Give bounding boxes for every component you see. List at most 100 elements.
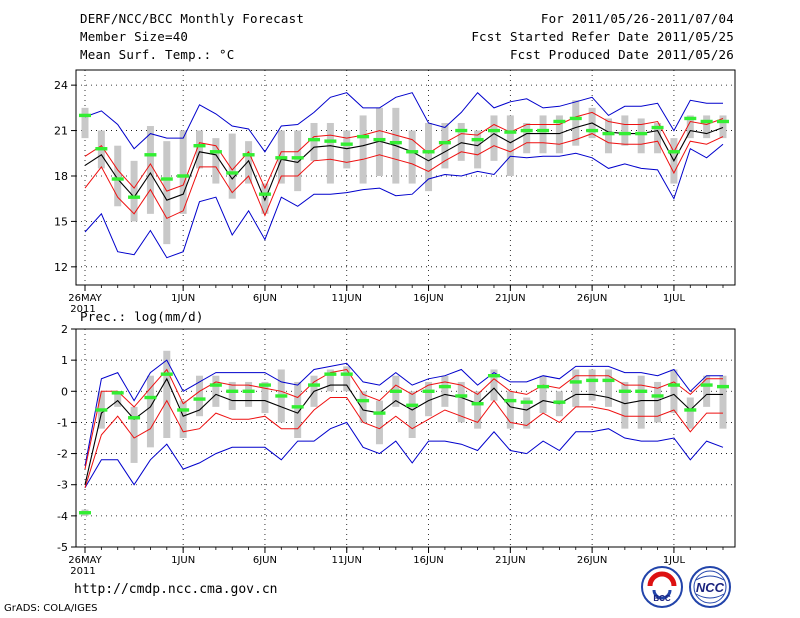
temp-box — [637, 118, 645, 154]
prec-xtick-label: 26JUN — [577, 555, 607, 566]
prec-box — [490, 369, 498, 401]
prec-box — [572, 369, 580, 407]
prec-marker — [537, 384, 550, 389]
temp-ytick-label: 21 — [54, 125, 68, 138]
prec-box — [686, 397, 694, 429]
prec-marker — [275, 394, 288, 398]
prec-marker — [635, 389, 648, 393]
prec-xtick-label: 21JUN — [495, 555, 525, 566]
temp-xtick-label: 1JUL — [663, 293, 686, 304]
prec-xtick-label: 1JUL — [663, 555, 686, 566]
temp-marker — [504, 130, 517, 134]
prec-box — [654, 381, 662, 423]
temp-marker — [520, 128, 533, 133]
prec-box — [425, 381, 433, 417]
prec-box — [245, 381, 253, 407]
prec-ytick-label: -5 — [57, 541, 68, 554]
temp-marker — [226, 171, 239, 175]
temp-marker — [144, 153, 157, 157]
temp-marker — [569, 116, 582, 121]
temp-marker — [160, 177, 173, 181]
temp-marker — [487, 128, 500, 133]
prec-marker — [389, 389, 402, 393]
prec-marker — [406, 403, 419, 407]
temp-box — [326, 122, 334, 184]
prec-marker — [717, 384, 729, 389]
prec-ytick-label: -1 — [57, 416, 68, 429]
temp-ytick-label: 24 — [54, 79, 68, 92]
prec-marker — [209, 383, 222, 387]
prec-box — [474, 391, 482, 429]
prec-box — [539, 375, 547, 414]
temp-marker — [95, 147, 108, 151]
temp-marker — [389, 140, 402, 145]
temp-box — [441, 122, 449, 169]
prec-marker — [422, 389, 435, 393]
temp-box — [146, 126, 154, 214]
temp-marker — [586, 128, 599, 133]
prec-box — [326, 369, 334, 392]
prec-box — [114, 391, 122, 407]
temp-marker — [79, 113, 91, 118]
temp-marker — [651, 125, 664, 130]
temp-marker — [209, 150, 222, 154]
prec-box — [637, 375, 645, 429]
temp-box — [114, 145, 122, 207]
temp-marker — [258, 192, 271, 196]
prec-marker — [95, 408, 108, 412]
temp-xtick-label: 26MAY — [68, 293, 102, 304]
prec-box — [179, 400, 187, 438]
temp-marker — [291, 156, 304, 160]
prec-upper-line — [84, 368, 723, 470]
prec-box — [212, 375, 220, 407]
temp-marker — [422, 150, 435, 154]
prec-marker — [128, 416, 141, 420]
prec-lower-line — [84, 397, 723, 488]
prec-box — [621, 381, 629, 429]
prec-marker — [373, 411, 386, 415]
prec-box — [408, 391, 416, 438]
prec-marker — [504, 398, 517, 403]
prec-box — [588, 369, 596, 401]
temp-box — [343, 130, 351, 169]
temp-box — [604, 118, 612, 154]
temp-marker — [700, 119, 713, 124]
temp-ytick-label: 12 — [54, 261, 68, 274]
temp-box — [228, 133, 236, 199]
temp-marker — [717, 119, 729, 124]
prec-xtick-label: 11JUN — [332, 555, 362, 566]
temp-min-line — [84, 143, 724, 259]
prec-max-line — [84, 359, 723, 467]
temp-box — [686, 115, 694, 139]
prec-marker — [324, 372, 337, 376]
member-size-label: Member Size=40 — [80, 29, 189, 44]
prec-frame — [75, 328, 736, 548]
prec-marker — [193, 397, 206, 401]
source-url[interactable]: http://cmdp.ncc.cma.gov.cn — [74, 582, 278, 597]
prec-marker — [438, 384, 451, 389]
temp-box — [425, 122, 433, 192]
prec-box — [196, 375, 204, 417]
prec-marker — [700, 383, 713, 387]
prec-xtick-label: 6JUN — [253, 555, 277, 566]
temp-marker — [111, 177, 124, 181]
temp-marker — [667, 150, 680, 154]
prec-marker — [79, 511, 91, 515]
prec-box — [523, 397, 531, 429]
temp-year-label: 2011 — [70, 304, 95, 315]
temp-mean-line — [84, 122, 724, 202]
temp-marker — [406, 150, 419, 154]
temp-box — [703, 115, 711, 139]
prec-box — [506, 391, 514, 429]
temp-box — [294, 130, 302, 192]
prec-ytick-label: 1 — [61, 354, 68, 367]
prec-box — [703, 375, 711, 407]
temp-panel: 12 15 18 21 24 26MAY 1JUN 6JUN 11JUN 16JUN 21JUN 26… — [54, 69, 736, 315]
prec-marker — [471, 402, 484, 406]
forecast-period: For 2011/05/26-2011/07/04 — [540, 11, 734, 26]
temp-lower-line — [84, 133, 724, 220]
temp-marker — [455, 128, 468, 133]
temp-ytick-label: 18 — [54, 170, 68, 183]
prec-marker — [553, 400, 566, 404]
temp-frame — [75, 69, 736, 286]
